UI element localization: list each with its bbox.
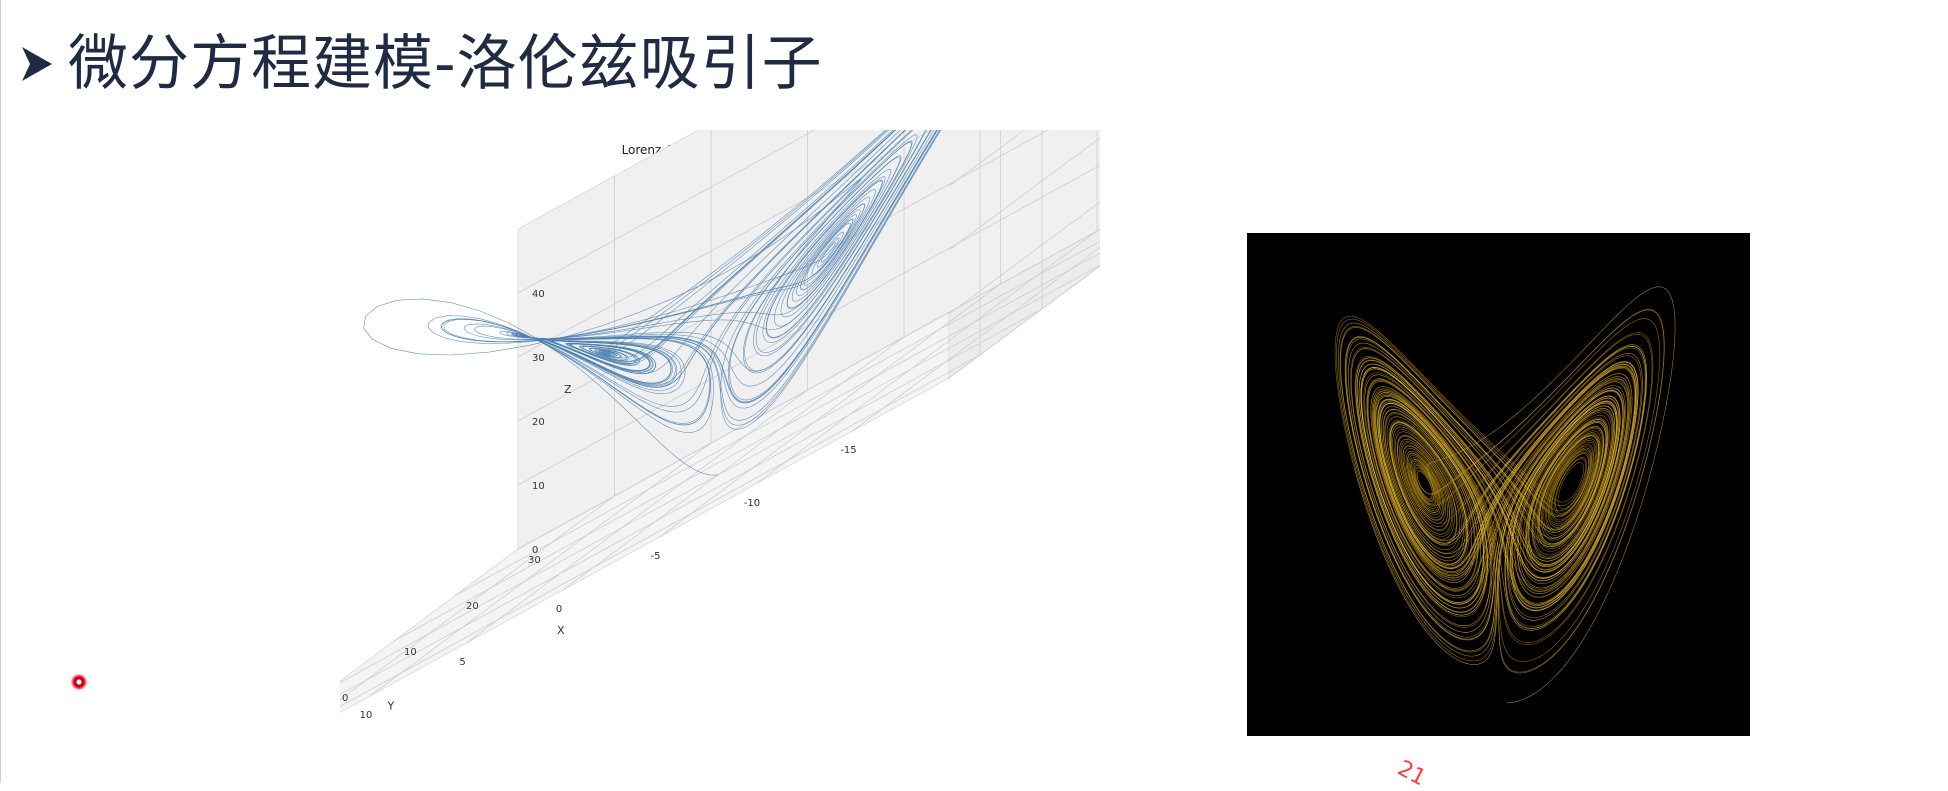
trajectory-segment — [363, 130, 941, 477]
x-tick-label: -5 — [651, 551, 661, 562]
slide-title-text: 微分方程建模-洛伦兹吸引子 — [68, 29, 823, 99]
trajectory-segment — [1344, 336, 1636, 641]
trajectory-segment — [427, 130, 938, 433]
y-tick-label: 10 — [404, 647, 417, 658]
y-tick-label: 30 — [528, 555, 541, 566]
trajectory-2d — [1334, 286, 1676, 704]
arrow-bullet-icon — [22, 47, 52, 81]
trajectory-segment — [1372, 309, 1665, 674]
trajectory-segment — [1340, 327, 1637, 652]
trajectory-segment — [1334, 309, 1665, 673]
x-axis-label: X — [557, 624, 565, 637]
trajectory-segment — [1354, 346, 1647, 665]
slide-left-border — [0, 0, 1, 783]
x-tick-label: -10 — [744, 498, 760, 509]
trajectory-segment — [1345, 337, 1639, 640]
z-axis-label: Z — [564, 383, 572, 396]
x-tick-label: -15 — [840, 445, 856, 456]
trajectory-segment — [1348, 342, 1638, 633]
x-tick-label: 0 — [556, 604, 562, 615]
trajectory-segment — [1367, 286, 1676, 704]
trajectory-segment — [1336, 318, 1642, 662]
z-tick-label: 40 — [532, 289, 545, 300]
trajectory-segment — [463, 130, 942, 430]
trajectory-segment — [443, 130, 940, 424]
x-tick-label: 10 — [360, 710, 373, 721]
lorenz-2d-chart — [1334, 286, 1676, 704]
laser-pointer-icon — [71, 674, 87, 690]
axes-gridlines — [340, 130, 1100, 707]
lorenz-2d-panel — [1247, 233, 1750, 736]
slide-title: 微分方程建模-洛伦兹吸引子 — [20, 28, 823, 100]
z-tick-label: 10 — [532, 481, 545, 492]
y-axis-label: Y — [387, 700, 395, 713]
x-tick-label: 5 — [459, 657, 465, 668]
y-tick-label: 0 — [342, 693, 348, 704]
z-tick-label: 0 — [532, 545, 538, 556]
trajectory-3d — [363, 130, 942, 477]
trajectory-segment — [1339, 326, 1637, 653]
z-tick-label: 30 — [532, 353, 545, 364]
trajectory-segment — [1366, 332, 1654, 645]
lorenz-3d-chart: Lorenz Attractor -15-10-5051015-20-10010… — [340, 130, 1100, 721]
z-tick-label: 20 — [532, 417, 545, 428]
page-number: 21 — [1393, 756, 1430, 791]
y-tick-label: 20 — [466, 601, 479, 612]
